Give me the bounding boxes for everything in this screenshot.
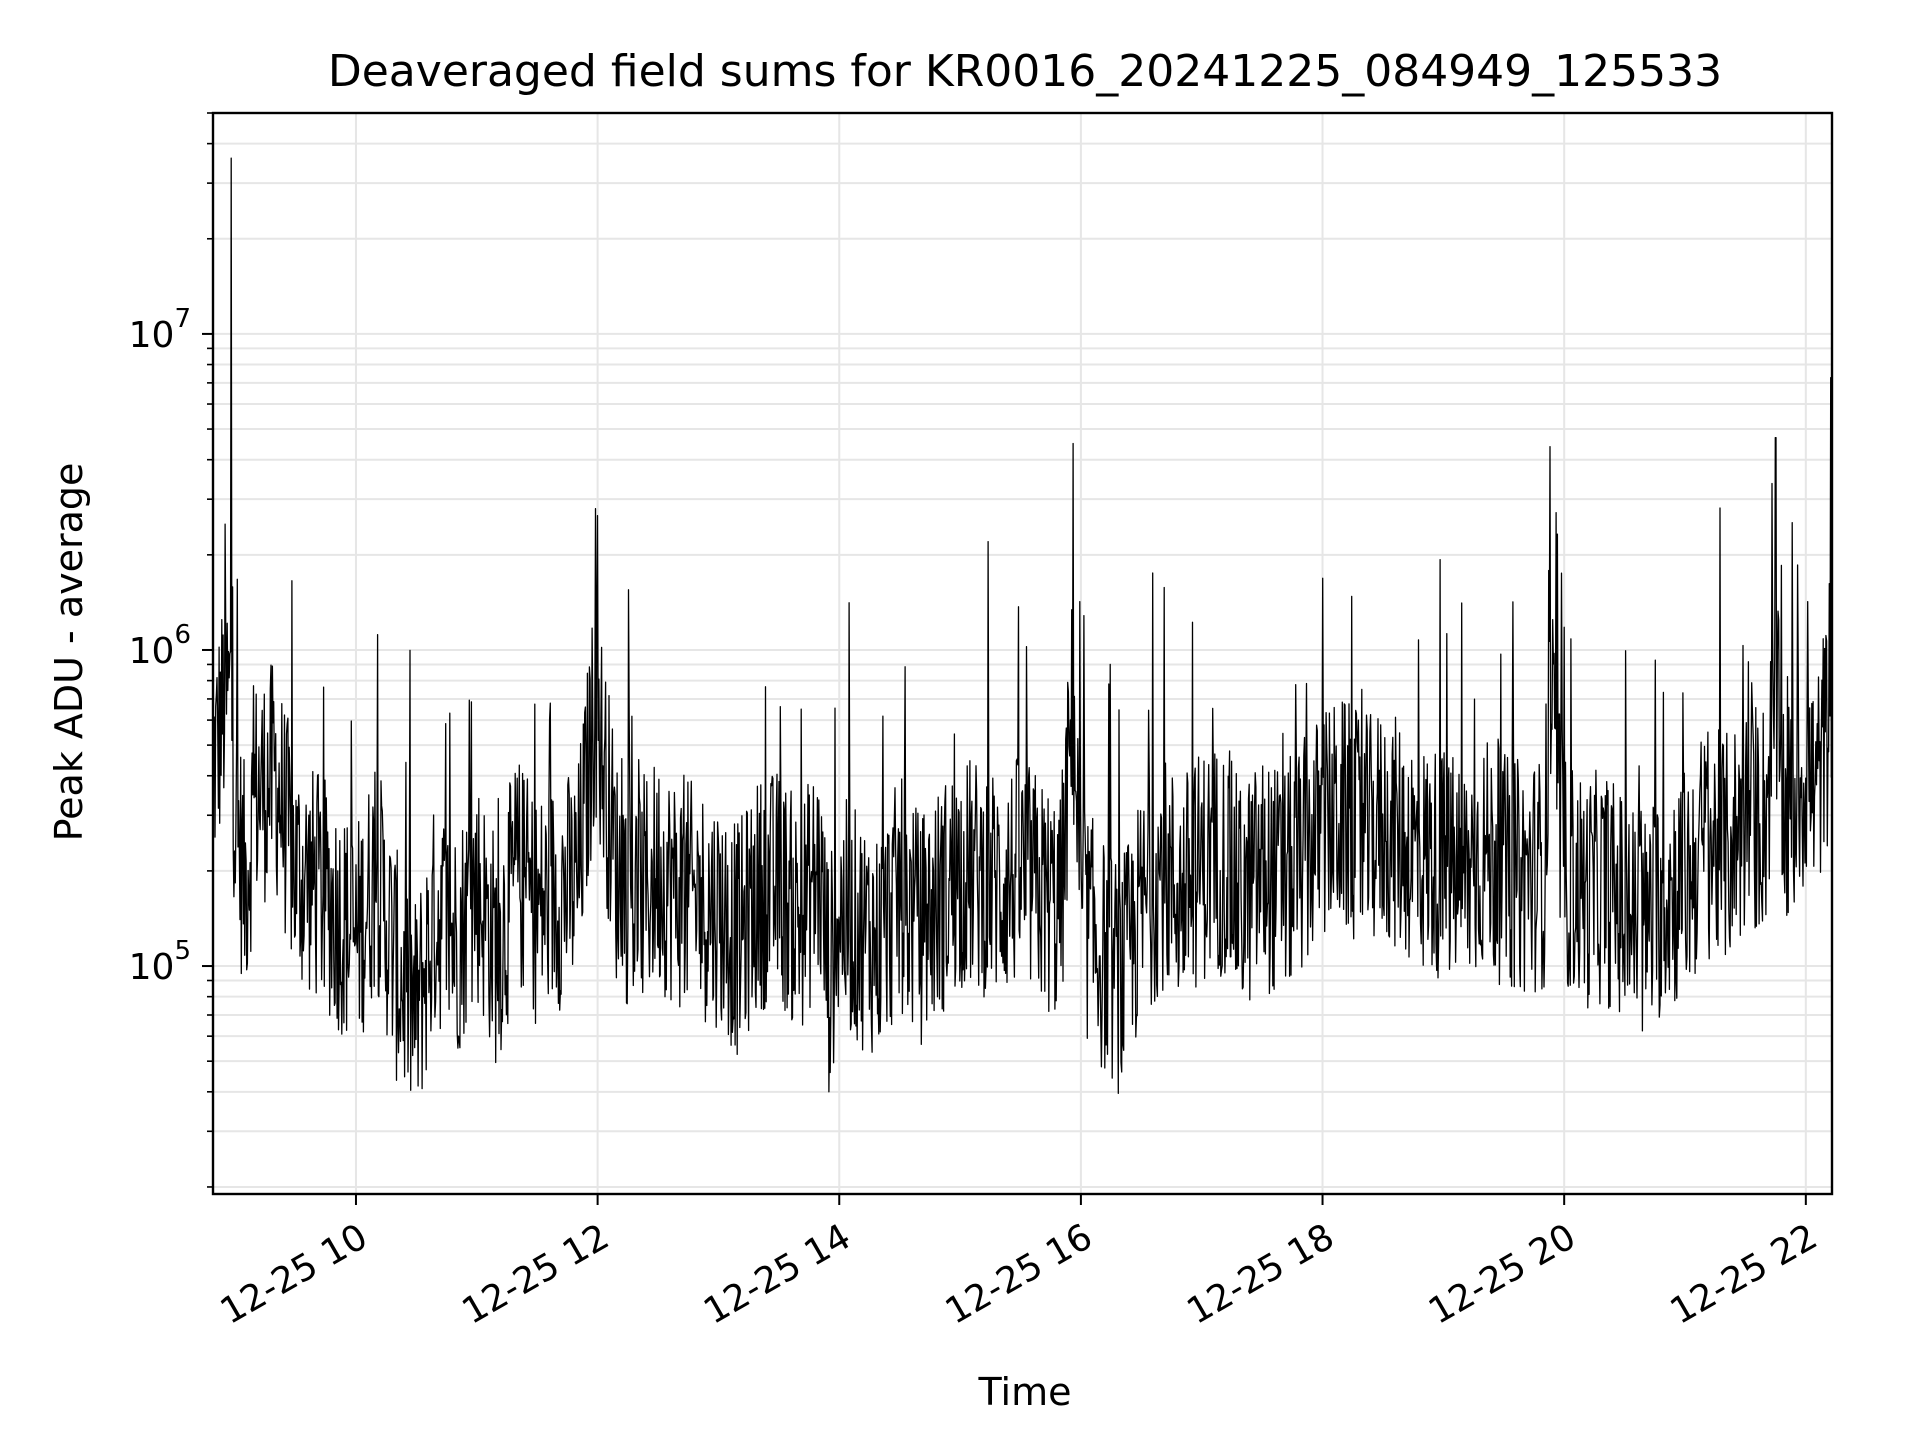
- chart-title: Deaveraged field sums for KR0016_2024122…: [328, 46, 1722, 97]
- y-tick-exponent: 7: [174, 304, 191, 334]
- series-line: [213, 157, 1832, 1095]
- x-axis-label: Time: [978, 1370, 1072, 1414]
- axes-frame: [211, 111, 1834, 1196]
- plot-area: [213, 157, 1832, 1095]
- y-tick-exponent: 6: [174, 620, 191, 650]
- y-tick-exponent: 5: [174, 936, 191, 966]
- y-axis-label: Peak ADU - average: [47, 463, 91, 842]
